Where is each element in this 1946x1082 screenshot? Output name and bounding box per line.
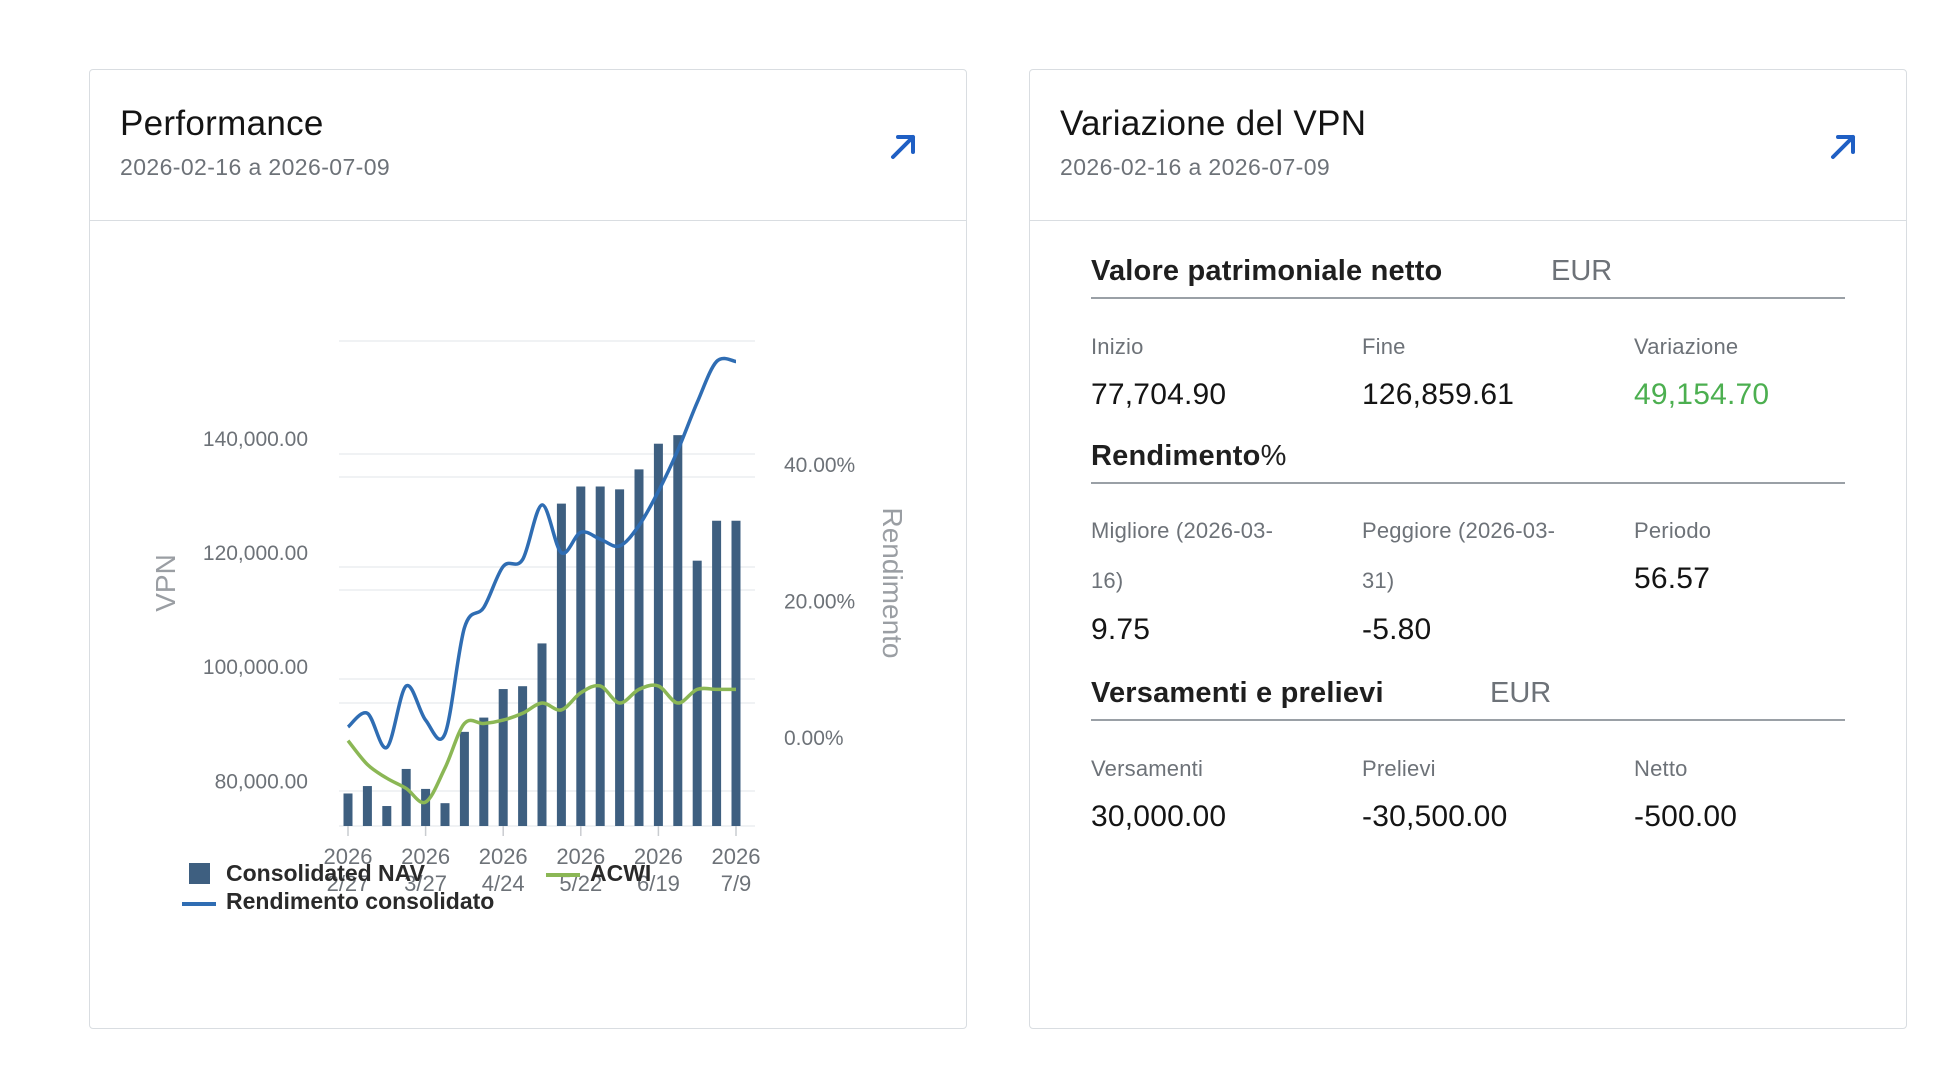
y-right-tick-label: 20.00%: [784, 591, 855, 614]
nav-bar: [382, 806, 392, 826]
withdrawals-label: Prelievi: [1362, 756, 1436, 781]
nav-bar: [421, 788, 431, 826]
x-tick-label: 2026: [479, 844, 528, 869]
x-tick-label: 2/27: [327, 871, 370, 896]
chart-axes: 20262/2720263/2720264/2420265/2220266/19…: [203, 428, 855, 896]
arrow-up-right-icon[interactable]: [1826, 128, 1862, 164]
nav-bar: [498, 689, 508, 826]
best-label: Migliore (2026-03- 16): [1091, 506, 1273, 606]
returns-section-header: Rendimento%: [1091, 440, 1845, 484]
x-tick-label: 7/9: [721, 871, 752, 896]
period-label: Periodo: [1634, 518, 1712, 543]
nav-section-header: Valore patrimoniale netto EUR: [1091, 255, 1845, 299]
x-tick-label: 2026: [324, 844, 373, 869]
best-label-line1: Migliore (2026-03-: [1091, 518, 1274, 543]
deposits-section-title: Versamenti e prelievi: [1091, 677, 1384, 709]
x-tick-label: 2026: [401, 844, 450, 869]
performance-card: Performance 2026-02-16 a 2026-07-09 2026…: [89, 69, 967, 1029]
nav-bar: [576, 486, 586, 826]
worst-label-line1: Peggiore (2026-03-: [1362, 518, 1556, 543]
worst-label-line2: 31): [1362, 568, 1395, 593]
net-value: -500.00: [1634, 800, 1738, 833]
chart-lines: [346, 356, 737, 805]
period-value: 56.57: [1634, 562, 1711, 595]
legend-nav[interactable]: Consolidated NAV: [226, 860, 425, 886]
x-tick-label: 6/19: [637, 871, 680, 896]
best-value: 9.75: [1091, 613, 1151, 646]
nav-bar: [556, 503, 566, 826]
y-axis-left-label: VPN: [150, 554, 181, 612]
nav-bar: [673, 435, 683, 826]
nav-bar: [459, 731, 469, 826]
nav-bar: [595, 486, 605, 826]
change-label: Variazione: [1634, 334, 1739, 359]
change-value: 49,154.70: [1634, 378, 1770, 411]
net-label: Netto: [1634, 756, 1688, 781]
y-left-tick-label: 120,000.00: [203, 542, 308, 565]
nav-bar: [537, 643, 547, 826]
acwi-line: [346, 683, 736, 805]
performance-header: Performance 2026-02-16 a 2026-07-09: [90, 70, 966, 221]
arrow-up-right-icon[interactable]: [886, 128, 922, 164]
nav-bar: [518, 686, 528, 826]
nav-bar: [634, 469, 644, 826]
best-label-line2: 16): [1091, 568, 1124, 593]
chart-grid: [339, 340, 755, 827]
returns-title-text: Rendimento: [1091, 440, 1261, 472]
x-tick-label: 4/24: [482, 871, 525, 896]
returns-section-title: Rendimento%: [1091, 440, 1287, 473]
nav-bar: [401, 768, 411, 826]
deposits-label: Versamenti: [1091, 756, 1204, 781]
x-tick-label: 2026: [712, 844, 761, 869]
nav-bar: [692, 560, 702, 826]
acwi-legend-swatch: [546, 873, 580, 877]
nav-change-title: Variazione del VPN: [1060, 104, 1367, 143]
nav-legend-swatch: [189, 863, 210, 884]
performance-title: Performance: [120, 104, 324, 143]
x-tick-label: 3/27: [404, 871, 447, 896]
y-axis-right-label: Rendimento: [877, 508, 908, 659]
nav-bar: [479, 717, 489, 826]
returns-title-suffix: %: [1260, 440, 1287, 472]
deposits-section-header: Versamenti e prelievi EUR: [1091, 677, 1845, 721]
legend-acwi[interactable]: ACWI: [590, 860, 652, 886]
performance-date-range: 2026-02-16 a 2026-07-09: [120, 154, 391, 180]
worst-value: -5.80: [1362, 613, 1432, 646]
return-legend-swatch: [182, 902, 216, 906]
y-left-tick-label: 140,000.00: [203, 428, 308, 451]
nav-bar: [653, 443, 663, 826]
deposits-value: 30,000.00: [1091, 800, 1227, 833]
nav-change-card: Variazione del VPN 2026-02-16 a 2026-07-…: [1029, 69, 1907, 1029]
nav-change-date-range: 2026-02-16 a 2026-07-09: [1060, 154, 1331, 180]
y-right-tick-label: 0.00%: [784, 727, 844, 750]
worst-label: Peggiore (2026-03- 31): [1362, 506, 1555, 606]
nav-bar: [731, 520, 741, 826]
return-line: [346, 356, 737, 750]
nav-section-title: Valore patrimoniale netto: [1091, 255, 1443, 287]
start-value: 77,704.90: [1091, 378, 1227, 411]
nav-bar: [615, 489, 625, 826]
deposits-section-currency: EUR: [1490, 677, 1552, 709]
nav-bars: [343, 435, 741, 826]
withdrawals-value: -30,500.00: [1362, 800, 1508, 833]
x-tick-label: 2026: [634, 844, 683, 869]
start-label: Inizio: [1091, 334, 1144, 359]
nav-bar: [712, 520, 722, 826]
y-left-tick-label: 80,000.00: [215, 770, 308, 793]
nav-bar: [343, 793, 353, 826]
x-tick-label: 2026: [556, 844, 605, 869]
end-value: 126,859.61: [1362, 378, 1515, 411]
end-label: Fine: [1362, 334, 1406, 359]
nav-bar: [440, 803, 450, 826]
y-right-tick-label: 40.00%: [784, 454, 855, 477]
performance-chart: 20262/2720263/2720264/2420265/2220266/19…: [150, 340, 908, 896]
nav-bar: [362, 786, 372, 826]
nav-section-currency: EUR: [1551, 255, 1613, 287]
nav-change-header: Variazione del VPN 2026-02-16 a 2026-07-…: [1030, 70, 1906, 221]
legend-return[interactable]: Rendimento consolidato: [226, 888, 495, 914]
y-left-tick-label: 100,000.00: [203, 656, 308, 679]
